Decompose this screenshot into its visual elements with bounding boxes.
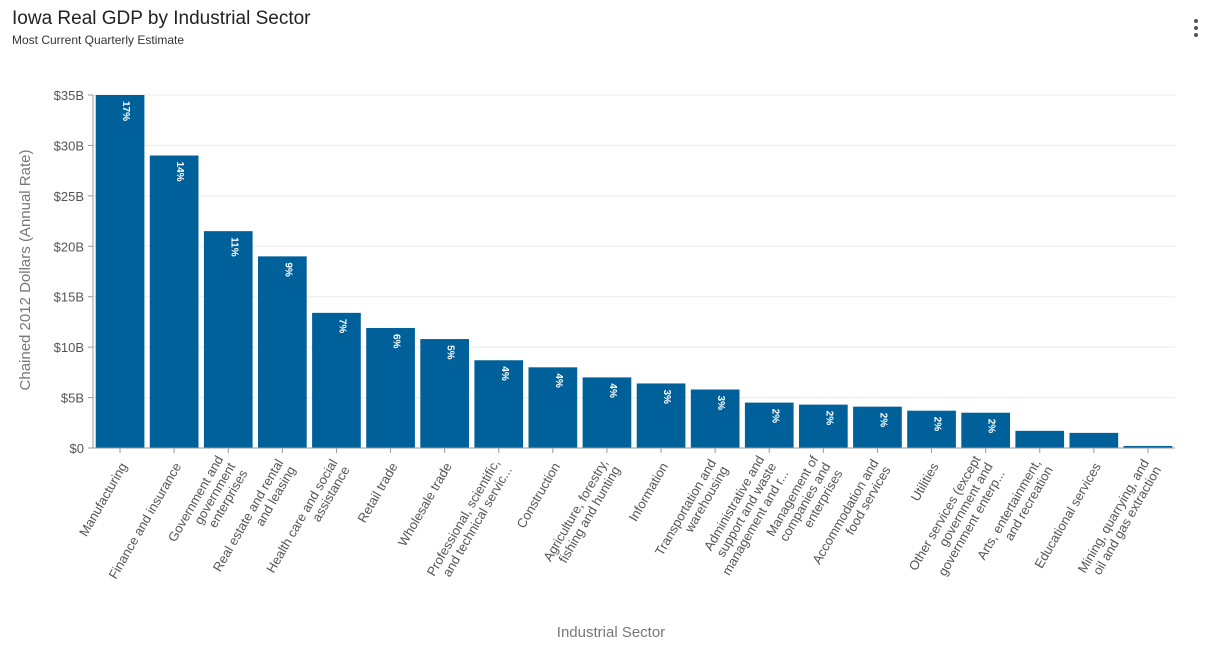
bar-share-label: 3% [661, 389, 672, 404]
y-tick-label: $5B [61, 391, 84, 406]
x-axis-title: Industrial Sector [557, 624, 665, 641]
bar-share-label: 2% [877, 413, 888, 428]
y-tick-label: $35B [54, 88, 84, 103]
bar-share-label: 3% [715, 396, 726, 411]
bar-share-label: 7% [336, 319, 347, 334]
bar-share-label: 17% [120, 101, 131, 121]
bar [1015, 430, 1065, 448]
bar [799, 404, 848, 448]
bar [312, 312, 361, 448]
bar-share-label: 4% [553, 373, 564, 388]
bar [636, 383, 686, 448]
y-tick-label: $30B [54, 138, 84, 153]
bar-share-label: 2% [932, 417, 943, 432]
y-tick-label: $25B [54, 189, 84, 204]
x-tick-label: Utilities [908, 460, 942, 504]
chart-title: Iowa Real GDP by Industrial Sector [12, 8, 311, 29]
bar [258, 256, 307, 448]
bar [853, 406, 902, 448]
bar-share-label: 2% [769, 409, 780, 424]
bar-share-label: 6% [391, 334, 402, 349]
bar [95, 95, 145, 448]
bar [420, 339, 469, 448]
bar [1069, 432, 1119, 448]
x-tick-label: Manufacturing [76, 460, 130, 539]
bar [528, 367, 578, 448]
bar-share-label: 2% [823, 411, 834, 426]
bar [149, 155, 199, 448]
bar-share-label: 11% [228, 237, 239, 257]
x-tick-label: Construction [513, 460, 562, 531]
y-tick-label: $20B [54, 239, 84, 254]
bar-share-label: 4% [607, 383, 618, 398]
bar-share-label: 14% [174, 162, 185, 182]
bar-share-label: 2% [986, 419, 997, 434]
bar-share-label: 4% [499, 366, 510, 381]
bar [907, 410, 956, 448]
bar [474, 360, 524, 448]
bar [744, 402, 794, 448]
menu-button[interactable] [1194, 19, 1198, 37]
y-axis-title: Chained 2012 Dollars (Annual Rate) [17, 150, 34, 391]
bar-share-label: 9% [282, 262, 293, 277]
bar [582, 377, 632, 448]
bar [1123, 445, 1173, 448]
x-tick-label: Retail trade [354, 460, 400, 525]
x-tick-label: Information [626, 460, 672, 524]
y-tick-label: $15B [54, 290, 84, 305]
bar [961, 412, 1010, 448]
chart-subtitle: Most Current Quarterly Estimate [12, 33, 184, 47]
y-tick-label: $0 [70, 441, 84, 456]
bar-share-label: 5% [445, 345, 456, 360]
bar [690, 389, 740, 448]
bar [203, 231, 253, 448]
y-tick-label: $10B [54, 340, 84, 355]
bar [366, 327, 415, 448]
